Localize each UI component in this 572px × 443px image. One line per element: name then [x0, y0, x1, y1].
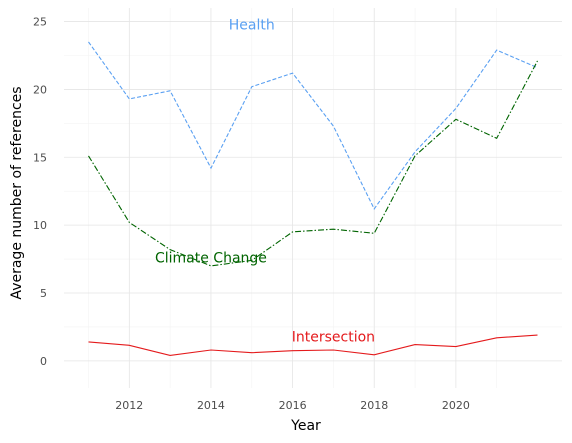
intersection-label: Intersection [292, 329, 375, 345]
y-tick-label: 15 [33, 151, 47, 164]
x-axis-title: Year [290, 418, 321, 434]
intersection-line [88, 334, 538, 356]
climate-change-line [88, 60, 538, 267]
y-tick-label: 10 [33, 219, 47, 232]
y-tick-label: 0 [40, 355, 47, 368]
y-axis-title: Average number of references [9, 86, 25, 299]
x-axis-ticks: 2012 2014 2016 2018 2020 [115, 399, 470, 412]
x-tick-label: 2014 [197, 399, 225, 412]
y-tick-label: 20 [33, 83, 47, 96]
x-tick-label: 2020 [442, 399, 470, 412]
series-labels: Health Climate Change Intersection [155, 17, 375, 345]
climate-change-label: Climate Change [155, 251, 267, 267]
minor-gridlines [64, 8, 562, 388]
x-tick-label: 2018 [360, 399, 388, 412]
major-gridlines [64, 8, 562, 388]
y-axis-ticks: 0 5 10 15 20 25 [33, 16, 47, 368]
series-lines [88, 41, 538, 356]
x-tick-label: 2016 [279, 399, 307, 412]
y-tick-label: 25 [33, 16, 47, 29]
health-label: Health [229, 17, 275, 33]
health-line [88, 41, 538, 210]
x-tick-label: 2012 [115, 399, 143, 412]
y-tick-label: 5 [40, 287, 47, 300]
